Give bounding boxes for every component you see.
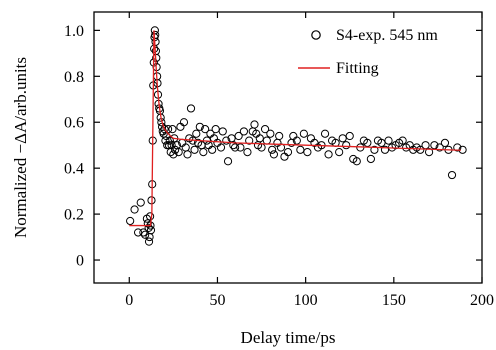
data-point [195, 122, 204, 131]
fitting-line [129, 30, 461, 227]
data-point [255, 134, 264, 143]
legend: S4-exp. 545 nm Fitting [298, 27, 438, 77]
data-point [380, 145, 390, 154]
y-axis-label: Normalized −ΔA/arb.units [11, 57, 30, 238]
x-axis-label: Delay time/ps [241, 328, 336, 347]
y-tick-label: 0.8 [64, 69, 84, 86]
y-tick-label: 0.4 [64, 161, 84, 178]
data-point [239, 127, 249, 136]
data-point [352, 157, 361, 166]
legend-scatter-marker [311, 30, 321, 40]
data-point [260, 125, 270, 134]
x-tick-label: 100 [294, 292, 318, 309]
data-point [136, 198, 145, 207]
data-point [320, 129, 330, 138]
y-tick-label: 0 [76, 253, 84, 270]
x-tick-label: 50 [209, 292, 225, 309]
data-point [262, 136, 271, 145]
data-point [174, 147, 183, 157]
data-point [144, 237, 154, 246]
data-point [283, 147, 293, 157]
data-point [275, 131, 284, 141]
data-point [216, 143, 226, 152]
data-point [201, 125, 210, 134]
data-point [384, 136, 393, 145]
data-point [424, 147, 434, 157]
x-axis: 0 50 100 150 200 [125, 12, 494, 309]
data-point [366, 154, 375, 164]
data-point [266, 129, 275, 138]
data-point [303, 147, 312, 157]
data-point [370, 145, 379, 154]
x-tick-label: 150 [382, 292, 406, 309]
data-point [453, 143, 462, 152]
data-point [190, 145, 199, 154]
y-tick-label: 0.2 [64, 207, 84, 224]
data-point [165, 136, 174, 145]
data-point [292, 136, 301, 145]
data-point [338, 134, 347, 143]
data-point [169, 150, 178, 159]
data-point [133, 228, 143, 237]
y-axis: 0 0.2 0.4 0.6 0.8 1.0 [64, 23, 482, 270]
data-point [151, 37, 160, 46]
data-point [199, 147, 208, 157]
y-tick-label: 1.0 [64, 23, 84, 40]
data-point [141, 230, 150, 239]
data-point [144, 223, 153, 232]
data-point [145, 212, 155, 221]
data-point [130, 205, 139, 214]
x-tick-label: 200 [470, 292, 494, 309]
data-point [145, 232, 154, 242]
plot-area [126, 26, 467, 246]
x-tick-label: 0 [125, 292, 133, 309]
data-point [335, 147, 344, 157]
data-point [218, 127, 227, 136]
data-point [447, 170, 457, 180]
data-point [192, 129, 201, 138]
plot-frame-border [93, 11, 483, 284]
y-tick-label: 0.6 [64, 115, 84, 132]
data-point [377, 138, 386, 148]
data-point [268, 145, 277, 154]
legend-label: S4-exp. 545 nm [336, 27, 438, 44]
data-point [230, 143, 240, 152]
data-point [250, 120, 259, 129]
data-point [150, 26, 159, 35]
data-point [139, 228, 148, 237]
legend-label: Fitting [336, 60, 379, 77]
data-point [299, 129, 308, 138]
plot-frame [93, 11, 483, 284]
data-point [296, 145, 305, 154]
data-point [269, 150, 278, 159]
data-point [126, 216, 135, 226]
data-point [243, 147, 252, 157]
data-point [146, 226, 156, 235]
data-point [421, 141, 430, 150]
data-point [186, 104, 196, 113]
data-point [435, 143, 444, 152]
data-point [223, 157, 233, 166]
data-point [440, 138, 450, 148]
data-point [236, 143, 245, 152]
data-point [416, 145, 425, 154]
data-point [168, 125, 177, 134]
data-point [211, 125, 220, 134]
data-point [222, 136, 231, 145]
data-point [345, 131, 354, 141]
data-point [234, 131, 243, 141]
data-point [245, 136, 254, 145]
data-point [208, 145, 217, 154]
data-point [342, 141, 351, 150]
data-point [179, 118, 189, 127]
data-point [324, 150, 333, 159]
data-point [183, 150, 192, 159]
data-point [398, 136, 407, 145]
data-point [229, 141, 238, 150]
